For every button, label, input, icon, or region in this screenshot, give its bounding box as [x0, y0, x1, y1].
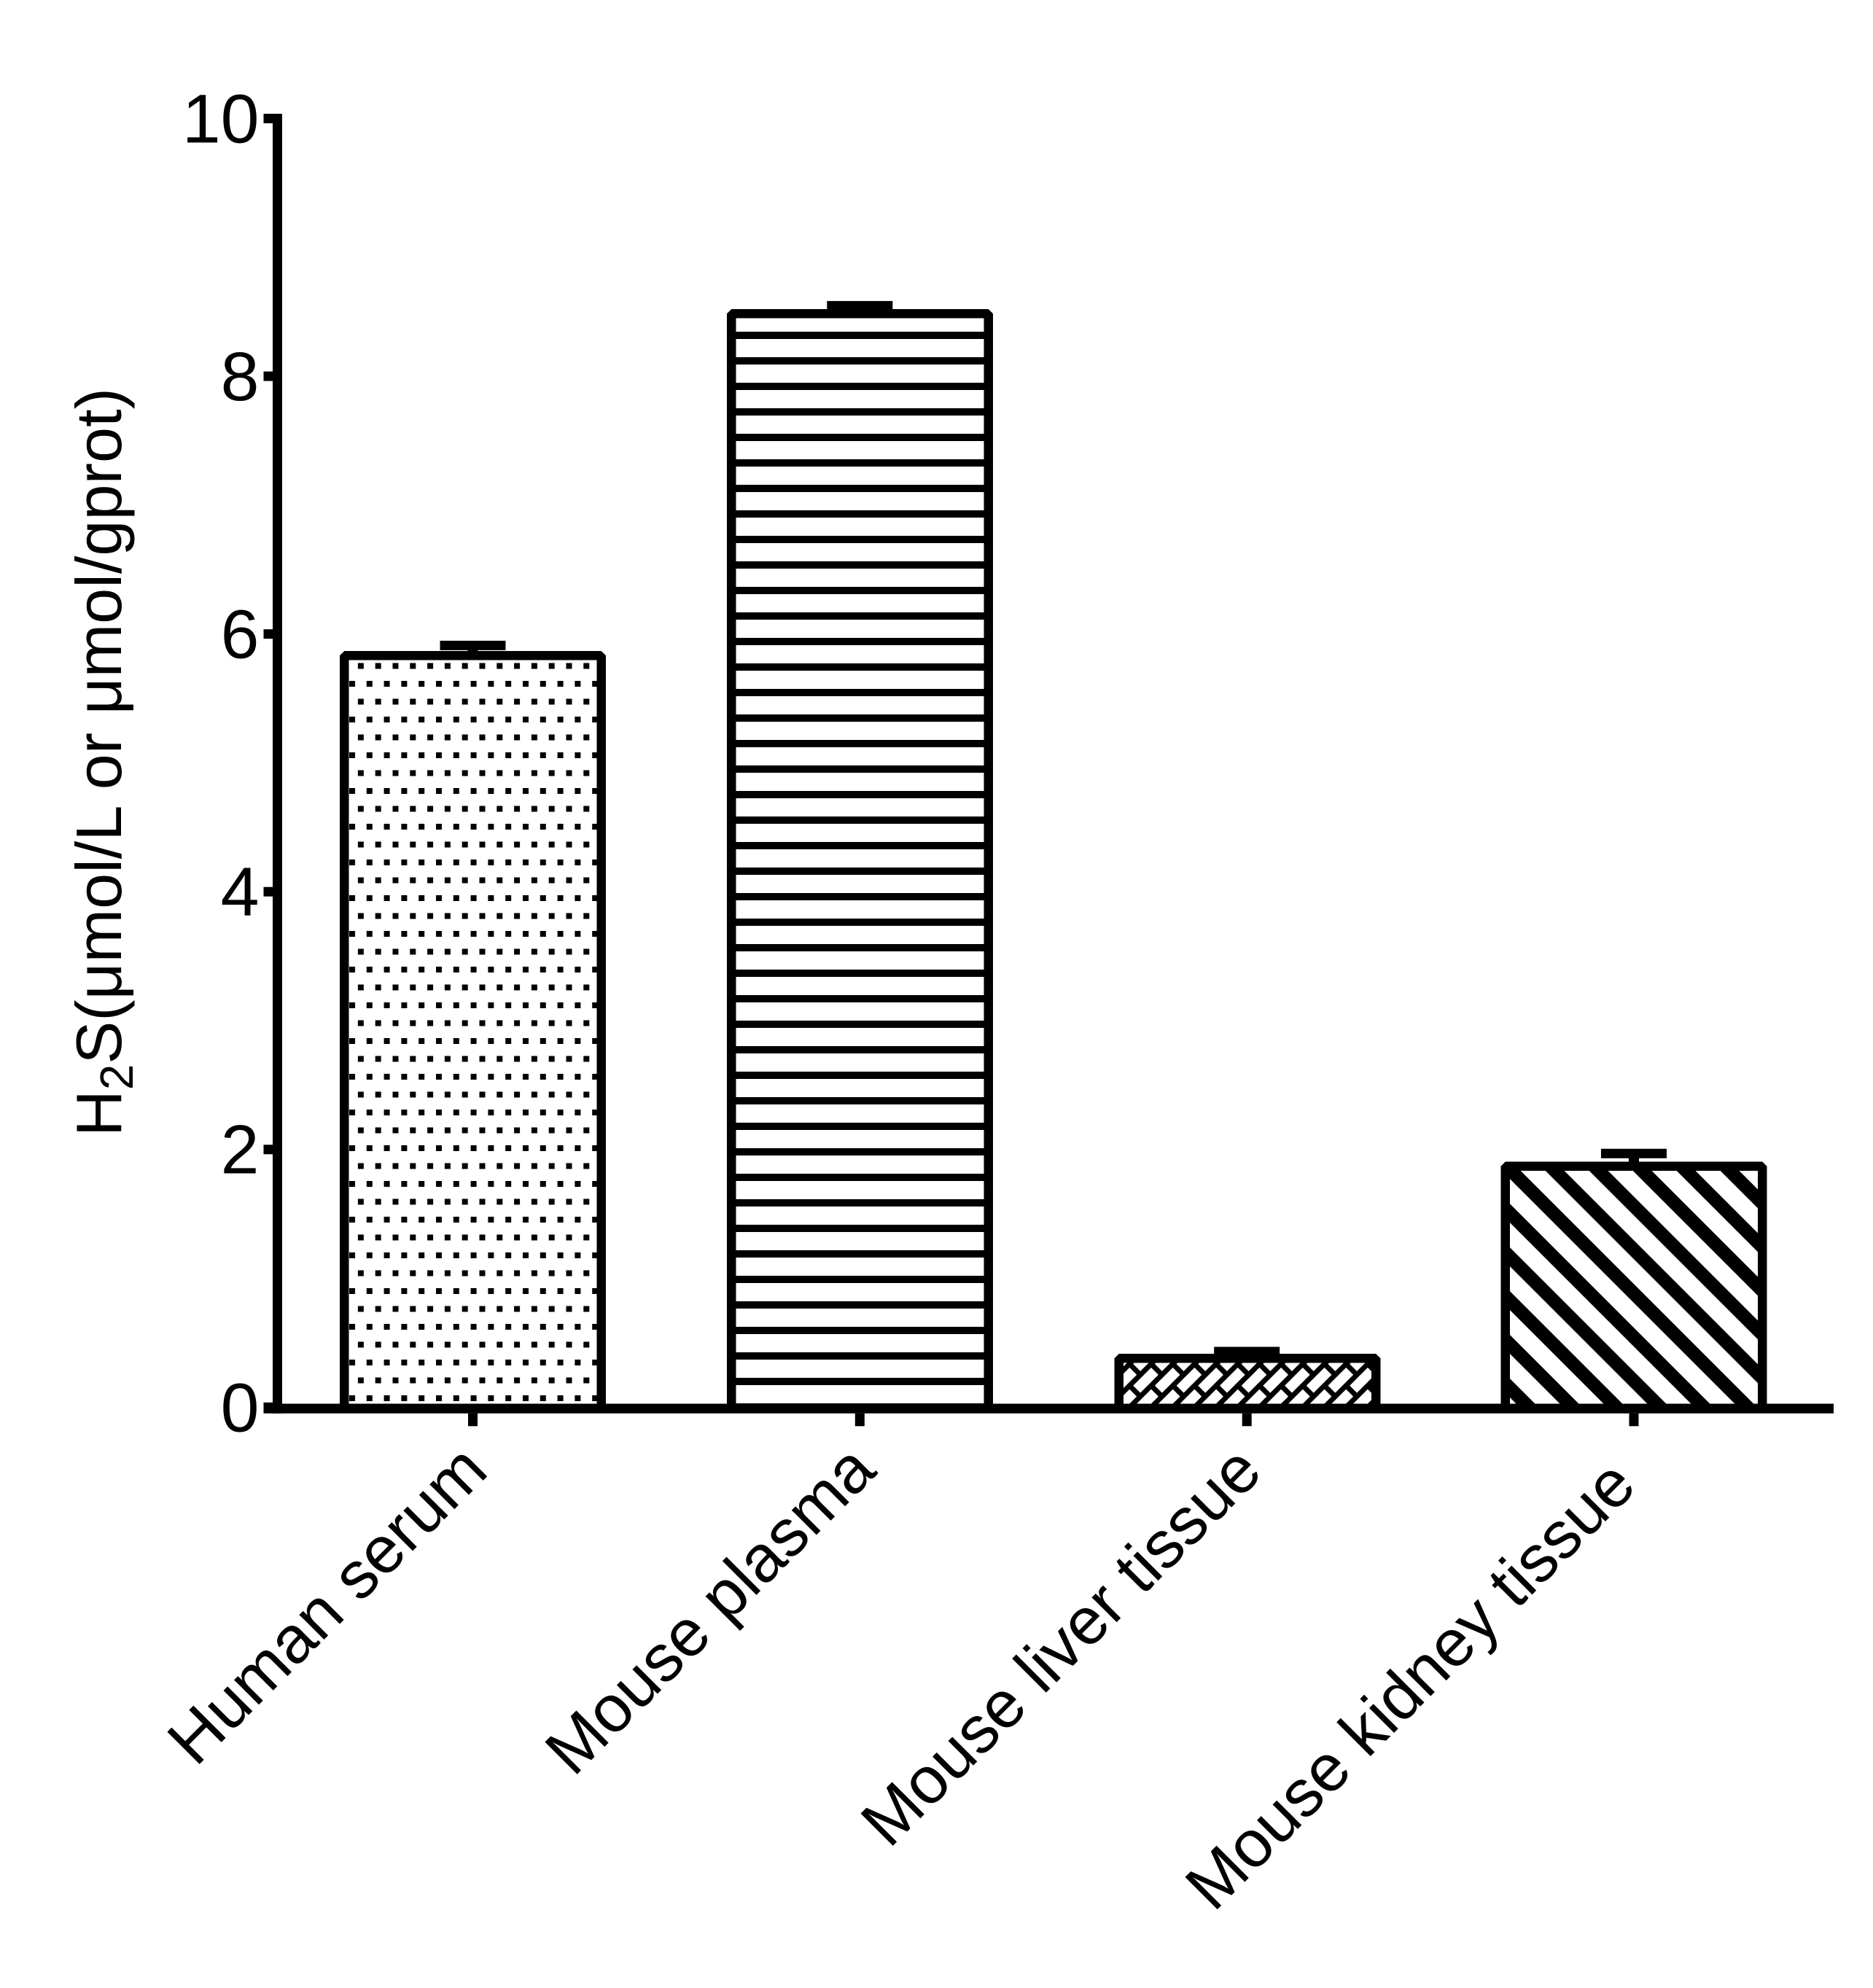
svg-text:0: 0: [221, 1369, 260, 1446]
svg-text:2: 2: [221, 1112, 260, 1189]
svg-text:H2S(μmol/L or μmol/gprot): H2S(μmol/L or μmol/gprot): [63, 388, 143, 1137]
svg-text:6: 6: [221, 596, 260, 674]
svg-text:4: 4: [221, 854, 260, 931]
svg-text:10: 10: [182, 81, 260, 158]
svg-text:8: 8: [221, 338, 260, 416]
